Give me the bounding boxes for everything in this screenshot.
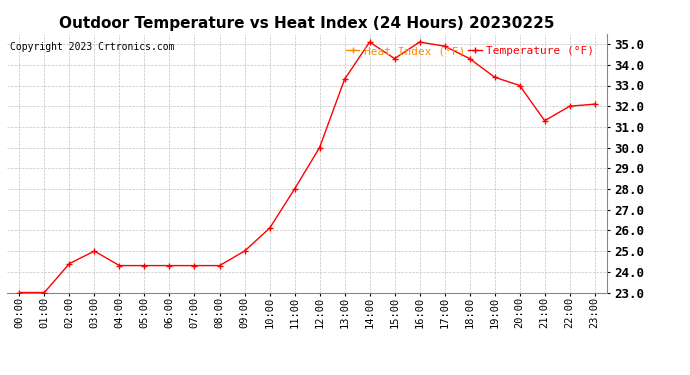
Text: Copyright 2023 Crtronics.com: Copyright 2023 Crtronics.com [10,42,175,51]
Legend: Heat Index (°F), Temperature (°F): Heat Index (°F), Temperature (°F) [342,42,599,61]
Title: Outdoor Temperature vs Heat Index (24 Hours) 20230225: Outdoor Temperature vs Heat Index (24 Ho… [59,16,555,31]
